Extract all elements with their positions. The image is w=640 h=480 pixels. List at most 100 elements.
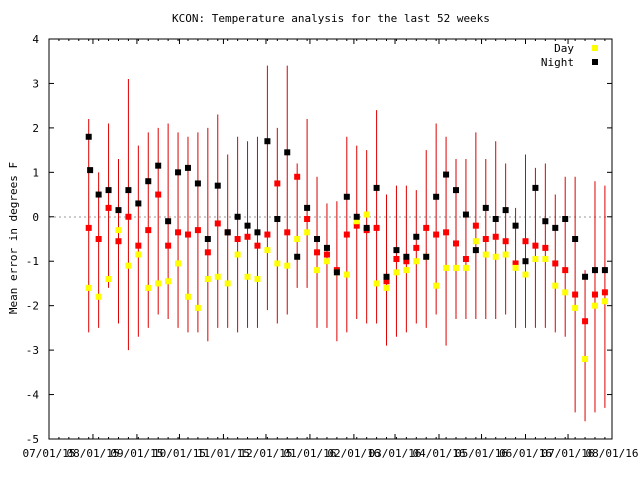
overall-point [413,244,420,251]
day-point [522,271,529,278]
day-point [314,267,321,274]
night-point [393,247,400,254]
night-point [115,207,122,214]
overall-point [95,236,102,242]
day-point [413,258,420,265]
overall-point [175,229,182,236]
night-point [304,204,311,211]
overall-point [542,244,549,251]
overall-point [254,242,261,249]
day-point [383,284,390,291]
day-point [175,260,182,267]
day-point [284,262,291,269]
night-point [204,236,211,242]
legend: Day Night [541,42,598,69]
overall-point [601,289,608,296]
night-point [462,211,469,218]
day-point [472,238,479,245]
x-tick-label: 08/01/16 [586,447,639,460]
overall-point [234,236,241,242]
overall-point [115,238,122,245]
night-point [562,216,569,222]
day-point [572,304,579,311]
night-point [184,164,191,171]
night-point [125,187,132,194]
night-point [433,193,440,200]
day-point [234,251,241,258]
night-point [145,178,152,185]
day-point [562,289,569,296]
y-tick-label: -2 [26,300,39,313]
y-tick-label: 2 [32,122,39,135]
y-tick-label: -4 [26,389,40,402]
night-point [532,184,539,191]
overall-point [453,240,460,247]
legend-night-marker [592,59,598,65]
night-point [363,224,370,231]
y-axis-label: Mean error in degrees F [7,162,20,314]
day-point [542,256,549,262]
day-point [482,251,489,258]
day-point [304,229,311,236]
overall-point [443,229,450,236]
day-point [95,293,102,300]
day-points [85,211,608,362]
day-point [363,211,370,218]
y-tick-label: -5 [26,433,39,446]
overall-point [85,224,92,231]
y-tick-label: 4 [32,33,39,46]
day-point [224,280,231,287]
day-point [462,264,469,271]
night-point [284,149,291,156]
x-tick-label: 12/01/15 [239,447,292,460]
y-tick-label: 0 [32,211,39,224]
day-point [552,282,559,289]
day-point [502,251,509,258]
overall-point [572,291,579,298]
night-point [492,216,499,222]
day-point [214,273,221,280]
night-point [165,218,172,225]
x-tick-label: 04/01/16 [412,447,465,460]
night-point [264,138,271,145]
day-point [601,298,608,305]
overall-point [274,180,281,187]
overall-point [492,233,499,240]
night-point [552,224,559,231]
night-point [214,182,221,189]
night-point [194,180,201,187]
y-axis: 4 3 2 1 0 -1 -2 -3 -4 -5 [26,33,612,446]
legend-day-marker [592,45,598,51]
overall-point [353,222,360,229]
night-point [294,253,301,260]
night-point [87,167,94,174]
day-point [115,227,122,234]
overall-point [135,242,142,249]
night-point [482,204,489,211]
plot-area [48,38,613,440]
y-tick-label: 1 [32,166,39,179]
overall-points [85,173,608,325]
night-point [105,187,112,194]
overall-point [323,251,330,258]
x-tick-label: 01/01/16 [283,447,336,460]
overall-point [184,231,191,238]
night-point [572,236,579,242]
y-tick-label: -3 [26,344,39,357]
day-point [244,273,251,280]
x-tick-label: 09/01/15 [110,447,163,460]
overall-point [373,224,380,231]
overall-point [284,229,291,236]
night-point [224,229,231,236]
night-point [314,236,321,242]
day-point [85,284,92,291]
night-point [323,244,330,251]
day-point [433,282,440,289]
x-tick-label: 08/01/15 [66,447,119,460]
day-point [591,302,598,309]
night-point [502,207,509,214]
day-point [204,276,211,282]
overall-point [423,224,430,231]
overall-point [264,231,271,238]
night-point [591,267,598,274]
